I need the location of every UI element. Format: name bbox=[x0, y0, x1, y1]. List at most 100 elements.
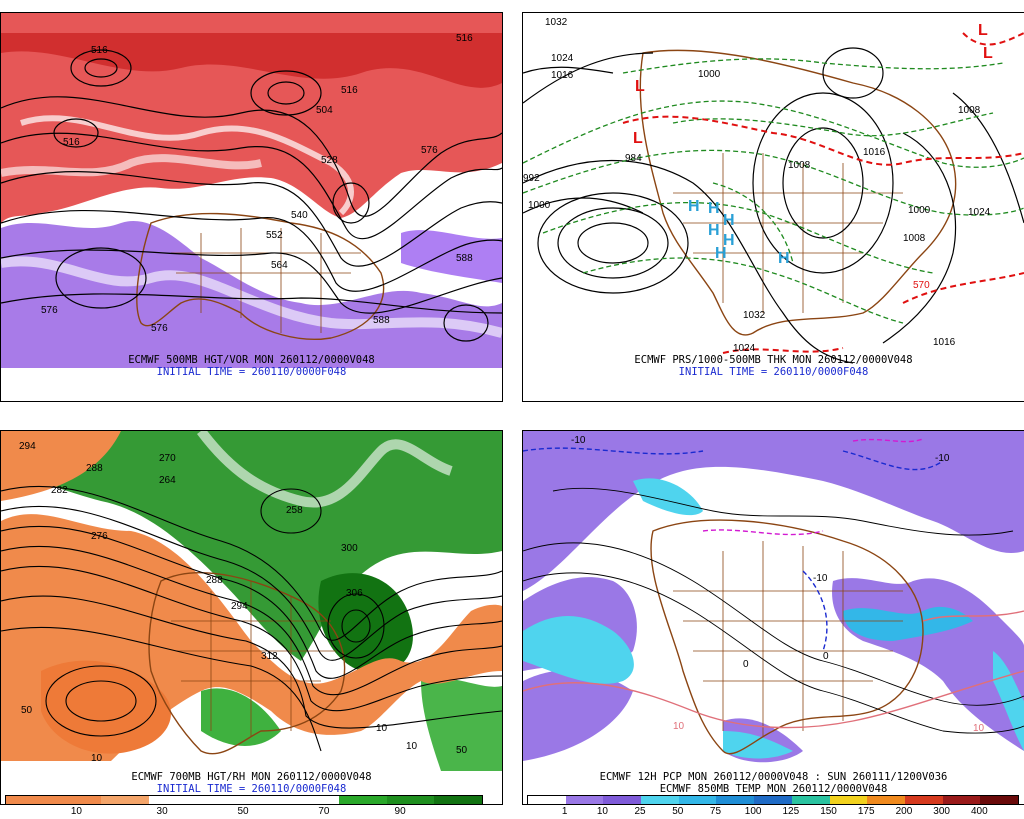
caption: ECMWF 500MB HGT/VOR MON 260112/0000V048 … bbox=[1, 354, 502, 378]
isobar-label: 1000 bbox=[908, 205, 931, 216]
temp-label: 0 bbox=[823, 651, 829, 662]
svg-text:L: L bbox=[635, 78, 645, 95]
contour-label: 588 bbox=[373, 315, 390, 326]
rh-label: 50 bbox=[21, 705, 33, 716]
svg-text:L: L bbox=[978, 22, 988, 39]
isobar-label: 1008 bbox=[903, 233, 926, 244]
colorbar-tick-label: 100 bbox=[744, 806, 762, 817]
precip-colorbar-ticks: 1 10 25 50 75 100 125 150 175 200 300 400 bbox=[527, 806, 1017, 818]
rh-colorbar-ticks: 10 30 50 70 90 bbox=[5, 806, 481, 818]
svg-text:H: H bbox=[708, 200, 720, 217]
temp-label: -10 bbox=[935, 453, 950, 464]
thickness-label: 570 bbox=[913, 280, 930, 291]
contour-label: 300 bbox=[341, 543, 358, 554]
isobar-label: 992 bbox=[523, 173, 540, 184]
map-700mb: 294 288 282 276 270 264 258 288 294 300 … bbox=[1, 431, 502, 771]
temp-label: -10 bbox=[813, 573, 828, 584]
isobar-label: 1016 bbox=[551, 70, 574, 81]
map-precip: -10 -10 -10 0 0 10 10 bbox=[523, 431, 1024, 771]
colorbar-tick-label: 30 bbox=[156, 806, 168, 817]
caption-init-time: INITIAL TIME = 260110/0000F048 bbox=[678, 366, 869, 378]
colorbar-tick-label: 10 bbox=[70, 806, 82, 817]
panel-500mb-vorticity: 516 516 516 504 516 528 540 552 564 576 … bbox=[0, 12, 503, 402]
colorbar-swatch bbox=[829, 796, 868, 804]
contour-label: 540 bbox=[291, 210, 308, 221]
contour-label: 288 bbox=[206, 575, 223, 586]
isobar-label: 1000 bbox=[528, 200, 551, 211]
contour-label: 276 bbox=[91, 531, 108, 542]
colorbar-swatch bbox=[980, 796, 1018, 804]
colorbar-swatch bbox=[243, 796, 292, 804]
caption-title: ECMWF PRS/1000-500MB THK MON 260112/0000… bbox=[634, 354, 913, 366]
contour-label: 576 bbox=[421, 145, 438, 156]
temp-label: 10 bbox=[673, 721, 685, 732]
caption-title: ECMWF 500MB HGT/VOR MON 260112/0000V048 bbox=[128, 354, 375, 366]
colorbar-swatch bbox=[386, 796, 435, 804]
contour-label: 528 bbox=[321, 155, 338, 166]
colorbar-swatch bbox=[942, 796, 981, 804]
caption: ECMWF PRS/1000-500MB THK MON 260112/0000… bbox=[523, 354, 1024, 378]
contour-label: 294 bbox=[231, 601, 248, 612]
contour-label: 306 bbox=[346, 588, 363, 599]
contour-label: 294 bbox=[19, 441, 36, 452]
svg-text:H: H bbox=[715, 245, 727, 262]
rh-label: 10 bbox=[406, 741, 418, 752]
svg-text:L: L bbox=[633, 130, 643, 147]
colorbar-tick-label: 75 bbox=[709, 806, 722, 817]
colorbar-tick-label: 10 bbox=[596, 806, 608, 817]
rh-label: 10 bbox=[91, 753, 103, 764]
contour-label: 516 bbox=[91, 45, 108, 56]
caption-init-time: INITIAL TIME = 260110/0000F048 bbox=[156, 366, 347, 378]
caption-title: ECMWF 700MB HGT/RH MON 260112/0000V048 bbox=[131, 771, 372, 783]
colorbar-swatch bbox=[904, 796, 943, 804]
contour-label: 504 bbox=[316, 105, 333, 116]
svg-text:L: L bbox=[983, 45, 993, 62]
colorbar-tick-label: 90 bbox=[394, 806, 406, 817]
colorbar-swatch bbox=[791, 796, 830, 804]
isobar-label: 1016 bbox=[933, 337, 956, 348]
contour-label: 270 bbox=[159, 453, 176, 464]
colorbar-swatch bbox=[754, 796, 792, 804]
isobar-label: 1024 bbox=[968, 207, 991, 218]
colorbar-swatch bbox=[678, 796, 717, 804]
colorbar-swatch bbox=[434, 796, 482, 804]
colorbar-swatch bbox=[148, 796, 197, 804]
contour-label: 288 bbox=[86, 463, 103, 474]
caption-subtitle: ECMWF 850MB TEMP MON 260112/0000V048 bbox=[659, 783, 888, 795]
caption-title: ECMWF 12H PCP MON 260112/0000V048 : SUN … bbox=[599, 771, 948, 783]
contour-label: 282 bbox=[51, 485, 68, 496]
temp-label: -10 bbox=[571, 435, 586, 446]
contour-label: 516 bbox=[456, 33, 473, 44]
contour-label: 312 bbox=[261, 651, 278, 662]
svg-text:H: H bbox=[708, 222, 720, 239]
temp-label: 10 bbox=[973, 723, 985, 734]
colorbar-tick-label: 400 bbox=[970, 806, 988, 817]
svg-text:H: H bbox=[723, 212, 735, 229]
svg-text:H: H bbox=[688, 198, 700, 215]
colorbar-swatch bbox=[528, 796, 566, 804]
contour-label: 258 bbox=[286, 505, 303, 516]
colorbar-tick-label: 50 bbox=[237, 806, 249, 817]
colorbar-swatch bbox=[53, 796, 102, 804]
colorbar-swatch bbox=[603, 796, 642, 804]
panel-700mb-humidity: 294 288 282 276 270 264 258 288 294 300 … bbox=[0, 430, 503, 805]
colorbar-swatch bbox=[641, 796, 679, 804]
colorbar-swatch bbox=[565, 796, 604, 804]
isobar-label: 1032 bbox=[743, 310, 766, 321]
panel-precip-850temp: -10 -10 -10 0 0 10 10 ECMWF 12H PCP MON … bbox=[522, 430, 1024, 805]
isobar-label: 1024 bbox=[551, 53, 574, 64]
contour-label: 564 bbox=[271, 260, 288, 271]
colorbar-swatch bbox=[6, 796, 54, 804]
isobar-label: 984 bbox=[625, 153, 642, 164]
isobar-label: 1008 bbox=[788, 160, 811, 171]
isobar-label: 1032 bbox=[545, 17, 568, 28]
colorbar-tick-label: 50 bbox=[672, 806, 684, 817]
colorbar-tick-label: 125 bbox=[782, 806, 800, 817]
contour-label: 516 bbox=[341, 85, 358, 96]
isobar-label: 1016 bbox=[863, 147, 886, 158]
contour-label: 516 bbox=[63, 137, 80, 148]
svg-text:H: H bbox=[723, 232, 735, 249]
colorbar-swatch bbox=[339, 796, 387, 804]
colorbar-tick-label: 150 bbox=[820, 806, 837, 817]
